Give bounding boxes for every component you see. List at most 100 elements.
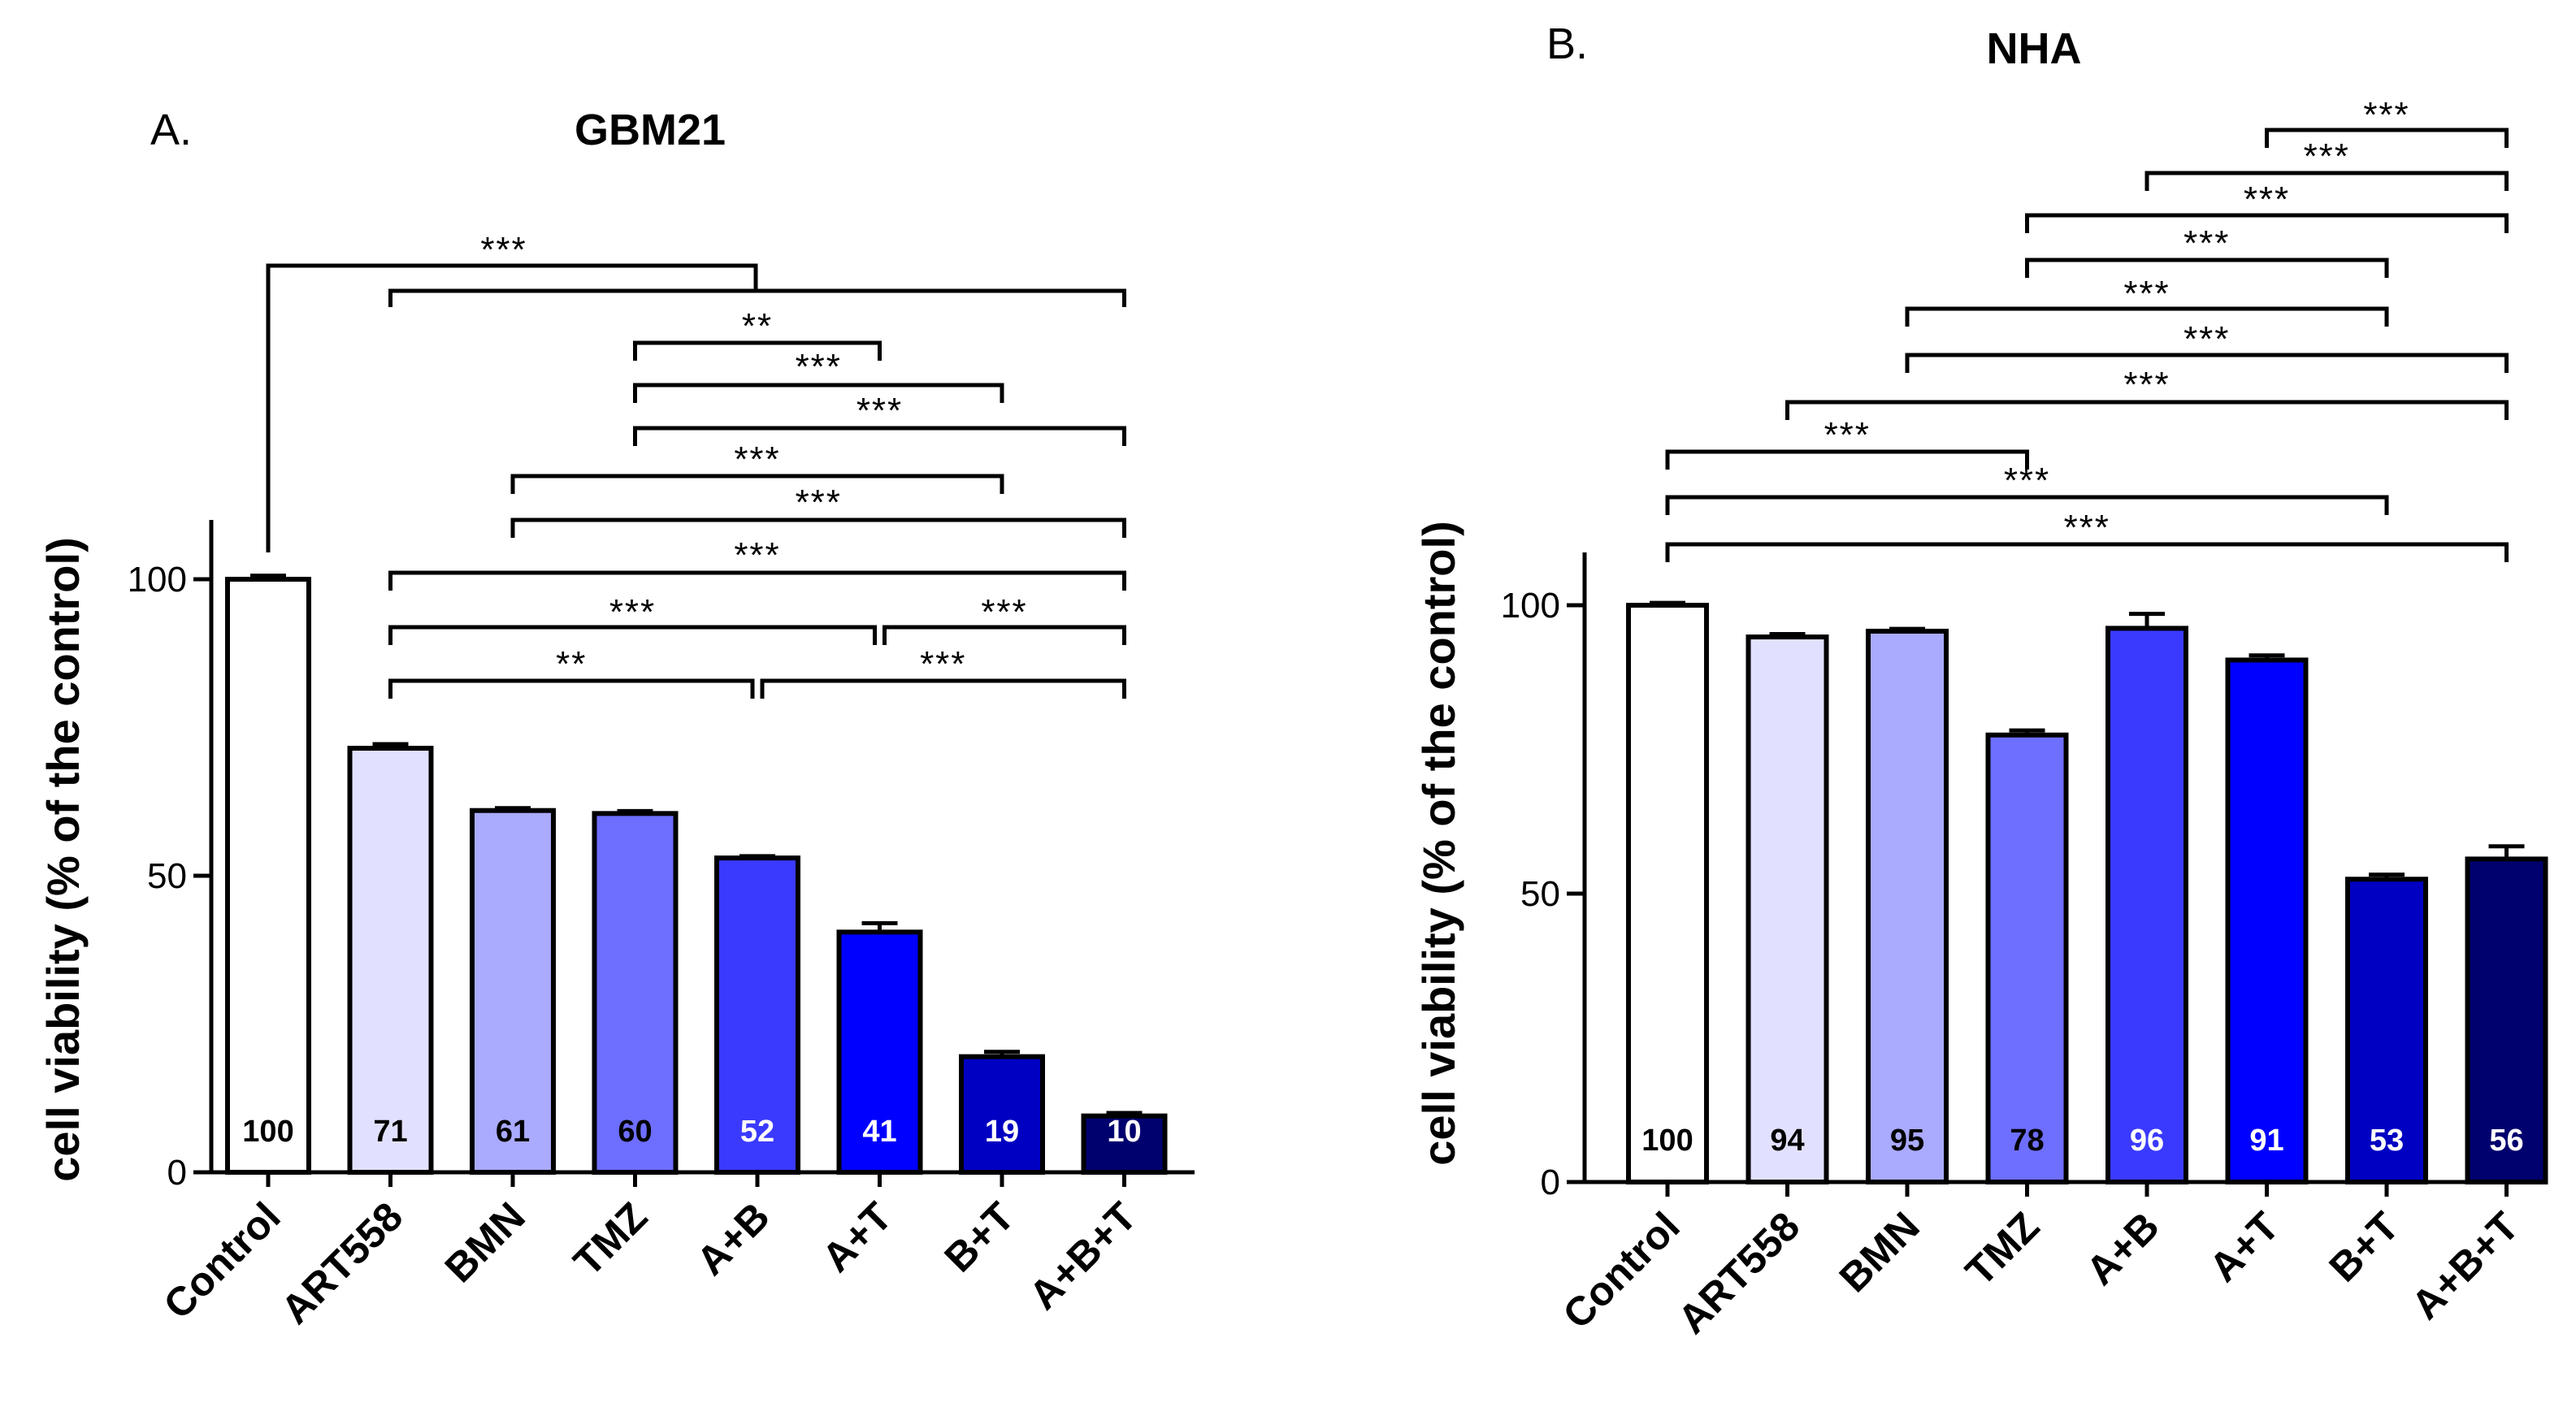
- panel-a-letter: A.: [150, 106, 192, 154]
- panel-a-bar-control: [225, 577, 311, 1175]
- panel-a-significance-bracket: [388, 625, 877, 645]
- panel-b-significance-label: ***: [2123, 365, 2170, 405]
- panel-a-x-tick-label: TMZ: [565, 1193, 656, 1284]
- panel-b-significance-label: ***: [2363, 95, 2409, 135]
- panel-a-significance-label: ***: [981, 592, 1027, 632]
- panel-a-significance-label: ***: [734, 535, 780, 575]
- panel-a-y-tick-label: 100: [128, 560, 187, 600]
- panel-b-value-label: 53: [2370, 1124, 2404, 1158]
- panel-a-x-tick-label: BMN: [436, 1193, 534, 1291]
- panel-b-nha-chart: B. NHA cell viability (% of the control)…: [1413, 19, 2548, 1342]
- panel-a-significance-bracket: [633, 340, 882, 361]
- panel-a-significance-label: ***: [609, 592, 656, 632]
- panel-a-error-bar: [739, 854, 775, 859]
- panel-a-x-tick-label: Control: [155, 1193, 289, 1327]
- panel-b-x-tick-label: ART558: [1669, 1203, 1808, 1342]
- panel-b-significance-bracket: [2265, 128, 2509, 148]
- panel-a-y-tick-label: 0: [167, 1153, 187, 1193]
- panel-b-title: NHA: [1987, 24, 2082, 73]
- panel-a-x-tick-label: A+B: [687, 1193, 778, 1284]
- panel-a-value-label: 60: [618, 1115, 652, 1149]
- panel-b-x-tick-label: Control: [1555, 1203, 1689, 1337]
- panel-b-bar-a-b: [2105, 626, 2188, 1184]
- panel-a-error-bar: [617, 808, 653, 814]
- panel-a-significance-label: ***: [856, 391, 903, 431]
- panel-b-error-bar: [2488, 844, 2525, 860]
- panel-a-significance-group-line: [388, 288, 1126, 307]
- panel-b-error-bar: [2369, 873, 2405, 880]
- panel-b-significance-bracket: [1905, 306, 2389, 327]
- panel-b-value-label: 96: [2130, 1124, 2164, 1158]
- panel-b-significance-label: ***: [2184, 319, 2230, 359]
- panel-b-value-label: 95: [1890, 1124, 1924, 1158]
- panel-a-significance-label: ***: [796, 483, 842, 522]
- panel-b-significance-bracket: [1905, 353, 2509, 373]
- panel-a-significance-label: **: [742, 306, 773, 346]
- panel-a-bar-a-b: [714, 855, 800, 1175]
- panel-b-significance-bracket: [1665, 542, 2509, 562]
- panel-b-significance-label: ***: [1824, 415, 1871, 455]
- panel-b-significance-label: ***: [2184, 223, 2230, 263]
- panel-a-y-axis-label: cell viability (% of the control): [37, 537, 89, 1181]
- panel-a-significance-bracket: [510, 474, 1004, 494]
- panel-b-significance-label: ***: [2004, 461, 2050, 500]
- panel-b-significance-bracket: [2025, 213, 2509, 233]
- panel-a-bar-bmn: [470, 808, 556, 1175]
- panel-b-bar-a-t: [2225, 657, 2309, 1184]
- panel-a-significance-bracket: [388, 570, 1126, 591]
- panel-b-y-axis-label: cell viability (% of the control): [1413, 521, 1464, 1165]
- panel-a-bar-b-t: [959, 1054, 1045, 1176]
- panel-a-significance-bracket: [633, 383, 1004, 403]
- panel-a-value-label: 52: [740, 1115, 774, 1149]
- panel-a-x-tick-label: B+T: [935, 1193, 1022, 1280]
- panel-b-x-tick-label: A+T: [2201, 1203, 2288, 1290]
- panel-a-error-bar: [1106, 1111, 1143, 1116]
- panel-b-significance-bracket: [1665, 495, 2389, 515]
- panel-a-bar-art558: [347, 746, 434, 1175]
- panel-a-value-label: 10: [1107, 1115, 1141, 1149]
- panel-a-significance-bracket: [266, 263, 758, 552]
- panel-b-value-label: 91: [2249, 1124, 2283, 1158]
- panel-a-significance-bracket: [760, 678, 1126, 699]
- panel-b-value-label: 94: [1770, 1124, 1804, 1158]
- panel-b-x-tick-label: TMZ: [1957, 1203, 2048, 1294]
- panel-b-error-bar: [1889, 626, 1925, 631]
- panel-a-value-label: 19: [985, 1115, 1019, 1149]
- panel-b-x-tick-label: BMN: [1831, 1203, 1928, 1301]
- panel-b-x-tick-label: A+B+T: [2403, 1203, 2528, 1328]
- panel-b-bar-a-b-t: [2465, 856, 2548, 1185]
- panel-b-significance-bracket: [1665, 449, 2029, 470]
- panel-b-value-label: 100: [1641, 1124, 1693, 1158]
- panel-b-x-tick-label: A+B: [2077, 1203, 2167, 1293]
- panel-b-letter: B.: [1546, 19, 1588, 68]
- panel-a-error-bar: [861, 920, 898, 933]
- panel-b-bar-control: [1626, 603, 1709, 1184]
- panel-b-error-bar: [2249, 653, 2285, 660]
- panel-b-significance-bracket: [2144, 171, 2509, 191]
- panel-a-error-bar: [250, 574, 286, 579]
- panel-b-bar-tmz: [1985, 732, 2069, 1184]
- panel-b-value-label: 78: [2010, 1124, 2044, 1158]
- panel-b-significance-label: ***: [2304, 136, 2350, 176]
- panel-a-significance-label: ***: [920, 644, 966, 684]
- panel-a-significance-label: ***: [480, 230, 527, 270]
- panel-a-gbm21-chart: A. GBM21 cell viability (% of the contro…: [37, 106, 1195, 1332]
- panel-b-y-tick-label: 100: [1501, 586, 1560, 626]
- panel-a-significance-label: **: [556, 644, 587, 684]
- panel-b-error-bar: [1769, 632, 1806, 638]
- panel-a-y-tick-label: 50: [147, 856, 187, 896]
- panel-b-significance-bracket: [1785, 400, 2509, 420]
- panel-b-bar-art558: [1746, 634, 1829, 1184]
- panel-a-value-label: 61: [496, 1115, 530, 1149]
- panel-a-x-tick-label: ART558: [272, 1193, 411, 1332]
- panel-a-bar-a-t: [836, 929, 923, 1175]
- panel-a-significance-bracket: [388, 678, 755, 699]
- panel-a-error-bar: [984, 1050, 1020, 1057]
- panel-b-error-bar: [2129, 612, 2165, 629]
- panel-b-y-tick-label: 50: [1520, 874, 1560, 914]
- panel-b-significance-label: ***: [2123, 274, 2170, 314]
- panel-a-significance-bracket: [633, 426, 1126, 446]
- panel-a-significance-label: ***: [796, 347, 842, 387]
- panel-a-error-bar: [495, 806, 531, 811]
